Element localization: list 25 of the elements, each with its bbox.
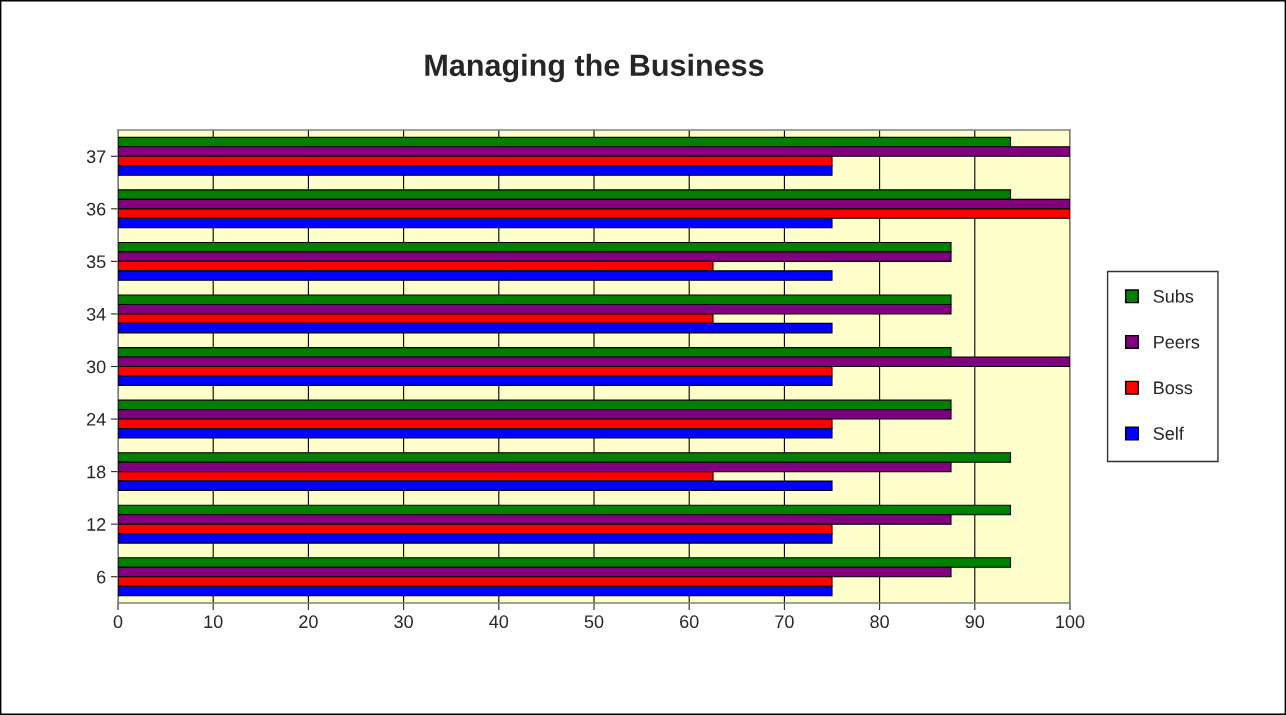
y-tick-label: 18 bbox=[87, 465, 106, 479]
x-tick-label: 60 bbox=[680, 615, 699, 629]
x-tick-label: 10 bbox=[204, 615, 223, 629]
x-tick-label: 40 bbox=[489, 615, 509, 629]
y-tick-label: 34 bbox=[86, 307, 106, 321]
x-tick-label: 50 bbox=[584, 615, 604, 629]
chart-title: Managing the Business bbox=[425, 53, 764, 83]
y-tick-label: 36 bbox=[86, 202, 106, 216]
legend-label: Self bbox=[1153, 426, 1184, 440]
y-tick-label: 30 bbox=[86, 360, 106, 374]
legend-label: Boss bbox=[1154, 381, 1193, 395]
x-tick-label: 100 bbox=[1056, 615, 1085, 629]
legend-label: Peers bbox=[1154, 335, 1200, 349]
x-tick-label: 80 bbox=[870, 615, 889, 629]
y-tick-label: 24 bbox=[87, 412, 106, 426]
legend-label: Subs bbox=[1153, 289, 1194, 303]
x-tick-label: 20 bbox=[299, 615, 318, 629]
y-tick-label: 6 bbox=[97, 570, 106, 584]
x-tick-label: 70 bbox=[775, 615, 794, 629]
y-tick-label: 35 bbox=[86, 255, 106, 269]
x-tick-label: 90 bbox=[965, 615, 985, 629]
y-tick-label: 12 bbox=[87, 518, 106, 531]
x-tick-label: 0 bbox=[113, 615, 123, 629]
x-tick-label: 30 bbox=[394, 615, 413, 629]
y-tick-label: 37 bbox=[86, 150, 106, 163]
